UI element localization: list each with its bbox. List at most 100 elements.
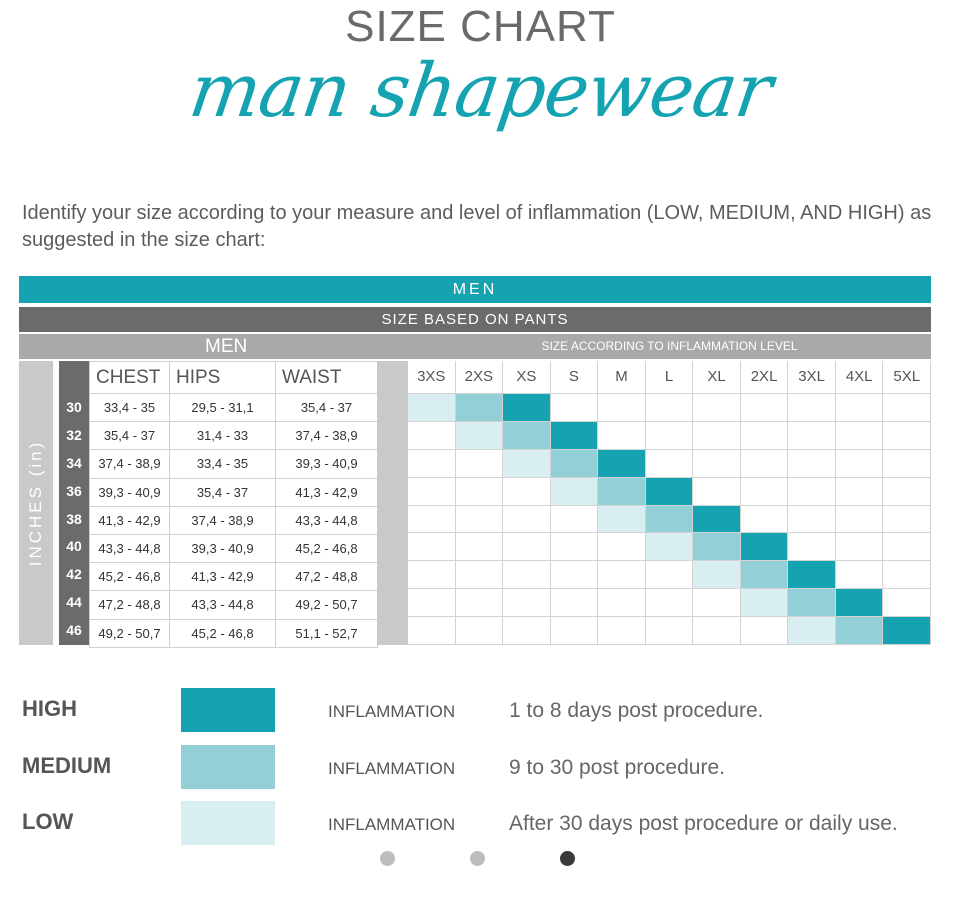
- cell-hips: 43,3 - 44,8: [169, 590, 276, 620]
- size-number: 46: [66, 622, 82, 639]
- grid-cell: [883, 505, 931, 534]
- legend-swatch-high: [181, 688, 275, 732]
- grid-cell: [693, 449, 741, 478]
- cell-hips: 45,2 - 46,8: [169, 618, 276, 648]
- cell-waist: 37,4 - 38,9: [275, 421, 378, 451]
- grid-cell: [788, 421, 836, 450]
- grid-cell: [883, 589, 931, 618]
- table-row: 45,2 - 46,8 41,3 - 42,9 47,2 - 48,8: [89, 562, 378, 592]
- grid-cell: [598, 394, 646, 422]
- cell-waist: 39,3 - 40,9: [275, 449, 378, 479]
- grid-cell: [550, 561, 599, 590]
- grid-cell: [883, 394, 931, 422]
- pagination-dot[interactable]: [380, 851, 395, 866]
- cell-chest: 43,3 - 44,8: [89, 533, 170, 564]
- legend-description: 9 to 30 post procedure.: [509, 756, 725, 779]
- grid-cell: [645, 421, 694, 450]
- grid-cell: [693, 477, 741, 506]
- grid-cell-high: [550, 421, 599, 450]
- grid-cell: [693, 421, 741, 450]
- grid-cell-low: [408, 394, 456, 422]
- legend-inflammation: INFLAMMATION: [328, 702, 456, 721]
- grid-cell-low: [503, 449, 551, 478]
- grid-cell: [408, 449, 456, 478]
- size-number: 38: [66, 510, 82, 527]
- grid-cell: [503, 561, 551, 590]
- grid-cell-low: [550, 477, 599, 506]
- subheader-bar: [19, 334, 931, 359]
- grid-cell: [645, 589, 694, 618]
- grid-cell: [455, 505, 504, 534]
- size-column-header: 2XL: [740, 361, 789, 394]
- inches-label: INCHES (in): [26, 439, 45, 567]
- grid-cell: [408, 477, 456, 506]
- grid-cell: [835, 449, 884, 478]
- grid-cell: [835, 394, 884, 422]
- table-row: 35,4 - 37 31,4 - 33 37,4 - 38,9: [89, 421, 378, 451]
- grid-cell: [550, 589, 599, 618]
- size-based-bar: SIZE BASED ON PANTS: [19, 307, 931, 332]
- grid-cell-high: [598, 449, 646, 478]
- pagination-dot[interactable]: [470, 851, 485, 866]
- size-number: 32: [66, 426, 82, 443]
- cell-chest: 35,4 - 37: [89, 421, 170, 451]
- grid-cell: [835, 505, 884, 534]
- grid-cell-low: [645, 533, 694, 562]
- legend-inflammation: INFLAMMATION: [328, 815, 456, 834]
- grid-cell: [645, 617, 694, 645]
- legend-level-medium: MEDIUM: [22, 753, 112, 778]
- grid-cell-high: [835, 589, 884, 618]
- size-column-header: XS: [503, 361, 551, 394]
- grid-cell: [883, 477, 931, 506]
- size-column-header: S: [550, 361, 599, 394]
- size-number: 36: [66, 482, 82, 499]
- grid-cell: [740, 505, 789, 534]
- grid-cell: [598, 617, 646, 645]
- cell-waist: 47,2 - 48,8: [275, 562, 378, 592]
- grid-cell-low: [693, 561, 741, 590]
- cell-waist: 49,2 - 50,7: [275, 590, 378, 620]
- legend-description: 1 to 8 days post procedure.: [509, 699, 764, 722]
- grid-cell: [408, 505, 456, 534]
- grid-cell: [503, 533, 551, 562]
- table-row: 43,3 - 44,8 39,3 - 40,9 45,2 - 46,8: [89, 533, 378, 564]
- grid-cell: [598, 561, 646, 590]
- grid-cell-low: [598, 505, 646, 534]
- cell-waist: 41,3 - 42,9: [275, 477, 378, 507]
- grid-cell: [645, 449, 694, 478]
- size-number: 30: [66, 399, 82, 415]
- cell-chest: 39,3 - 40,9: [89, 477, 170, 507]
- grid-cell: [503, 589, 551, 618]
- grid-cell: [693, 394, 741, 422]
- pagination-dot-active[interactable]: [560, 851, 575, 866]
- page-title: SIZE CHART: [345, 2, 616, 51]
- grid-cell: [408, 617, 456, 645]
- grid-cell: [455, 449, 504, 478]
- size-number: 42: [66, 566, 82, 583]
- grid-cell-medium: [835, 617, 884, 645]
- table-row: 39,3 - 40,9 35,4 - 37 41,3 - 42,9: [89, 477, 378, 507]
- grid-cell: [503, 617, 551, 645]
- grid-cell-medium: [645, 505, 694, 534]
- grid-cell-high: [788, 561, 836, 590]
- grid-cell: [408, 589, 456, 618]
- size-column-header: 4XL: [835, 361, 884, 394]
- grid-cell: [455, 477, 504, 506]
- grid-cell: [408, 421, 456, 450]
- grid-cell: [788, 394, 836, 422]
- cell-hips: 41,3 - 42,9: [169, 562, 276, 592]
- grid-cell: [550, 394, 599, 422]
- table-row: 37,4 - 38,9 33,4 - 35 39,3 - 40,9: [89, 449, 378, 479]
- size-column-header: L: [645, 361, 694, 394]
- grid-cell: [835, 561, 884, 590]
- grid-cell: [503, 505, 551, 534]
- grid-cell: [645, 394, 694, 422]
- grid-cell-high: [740, 533, 789, 562]
- table-row: 49,2 - 50,7 45,2 - 46,8 51,1 - 52,7: [89, 618, 378, 648]
- legend-description: After 30 days post procedure or daily us…: [509, 812, 898, 835]
- grid-cell: [740, 477, 789, 506]
- grid-cell: [835, 533, 884, 562]
- size-number: 34: [66, 454, 82, 471]
- inches-label-column: INCHES (in): [19, 361, 53, 645]
- grid-cell: [550, 533, 599, 562]
